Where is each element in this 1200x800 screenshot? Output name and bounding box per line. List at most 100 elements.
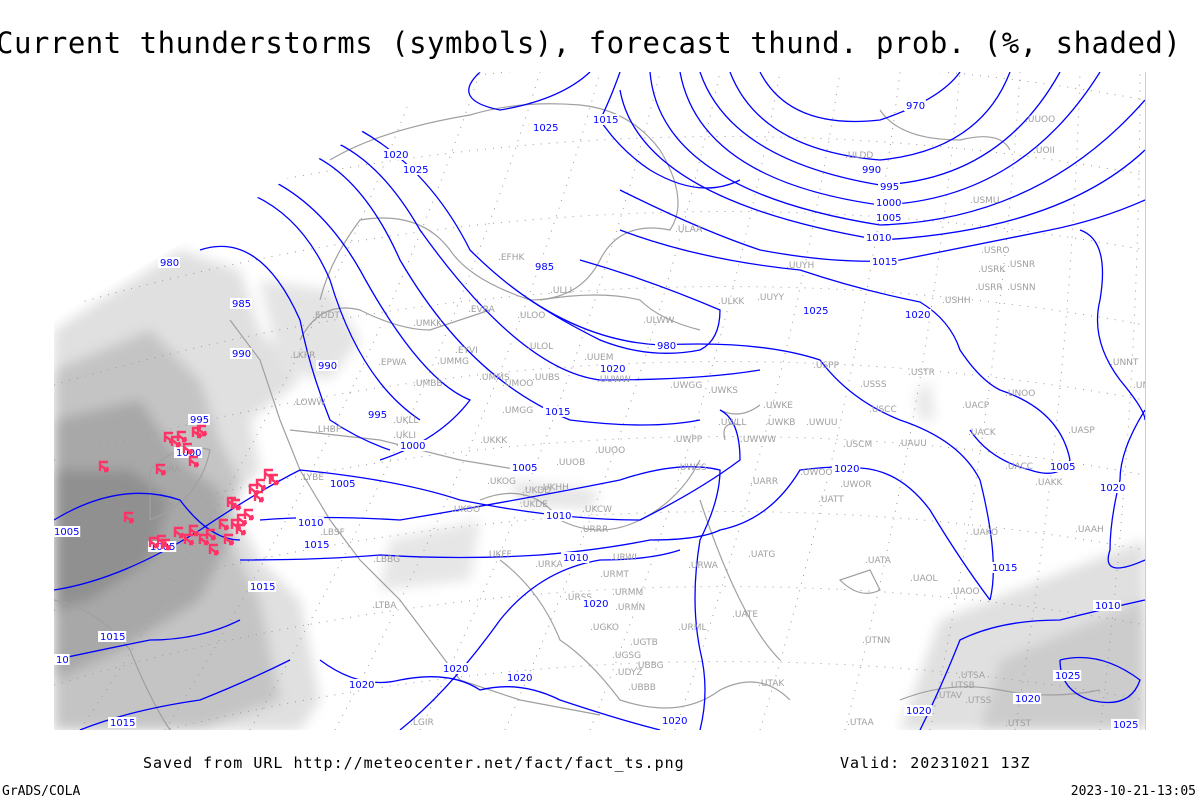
station-label: .UAOO xyxy=(950,587,980,597)
station-label: .UTAV xyxy=(936,691,963,701)
isobar-label-bg xyxy=(581,598,610,609)
thunderstorm-symbol xyxy=(235,523,247,536)
station-label: .URRR xyxy=(580,525,608,535)
station-label: .EPWA xyxy=(378,358,407,368)
station-label: .ULDD xyxy=(845,151,873,161)
station-label: .EDDT xyxy=(312,311,340,321)
isobar-label: 1005 xyxy=(512,463,537,474)
isobar-label-bg xyxy=(904,100,926,111)
isobar-label-bg xyxy=(505,672,534,683)
isobar-label-bg xyxy=(591,114,620,125)
station-label: .URKA xyxy=(535,560,563,570)
station-label: .LBBG xyxy=(373,555,400,565)
isobar-label: 1000 xyxy=(876,198,901,209)
station-label: .UMOO xyxy=(502,379,533,389)
isobar-label: 995 xyxy=(368,410,387,421)
station-label: .UNOO xyxy=(1005,389,1035,399)
station-label: .USRK xyxy=(978,265,1006,275)
station-label: .UMGG xyxy=(502,406,533,416)
station-label: .USTR xyxy=(908,368,935,378)
station-label: .LYBE xyxy=(300,473,324,483)
isobar-label: 1015 xyxy=(110,718,135,729)
isobar-label: 990 xyxy=(862,165,881,176)
thunderstorm-symbols xyxy=(98,424,280,556)
thunderstorm-symbol xyxy=(198,533,210,546)
isobar-label-bg xyxy=(296,517,325,528)
isobar-label: 1020 xyxy=(583,599,608,610)
station-label: .UACP xyxy=(962,401,990,411)
map-title: Current thunderstorms (symbols), forecas… xyxy=(0,26,1182,60)
station-label: .USRO xyxy=(981,246,1010,256)
isobar-label: 1020 xyxy=(383,150,408,161)
station-label: .LOWW xyxy=(293,398,326,408)
thunderstorm-symbol xyxy=(205,528,217,541)
isobar-label: 1015 xyxy=(872,257,897,268)
thunderstorm-symbol xyxy=(98,460,110,473)
station-label: .UUYH xyxy=(786,261,814,271)
station-label: .USNR xyxy=(1007,260,1035,270)
isobar-label-bg xyxy=(874,212,903,223)
station-label: .UBBG xyxy=(635,661,664,671)
generated-timestamp: 2023-10-21-13:05 xyxy=(1070,784,1196,799)
isobar-label: 970 xyxy=(906,101,925,112)
isobar-label: 995 xyxy=(880,182,899,193)
thunderstorm-symbol xyxy=(255,478,267,491)
isobar-label: 1020 xyxy=(507,673,532,684)
station-label: .UWKB xyxy=(765,418,795,428)
isobar-label: 990 xyxy=(318,361,337,372)
isobar-label: 1025 xyxy=(403,165,428,176)
isobar-label-bg xyxy=(874,197,903,208)
station-label: .ULKK xyxy=(718,297,745,307)
isobar-label: 1025 xyxy=(1055,671,1080,682)
station-label: .UAKO xyxy=(970,528,998,538)
meridian-line xyxy=(419,72,661,730)
station-label: .ULOL xyxy=(527,342,553,352)
station-label: .USPP xyxy=(813,361,840,371)
station-label: .UMBB xyxy=(413,379,443,389)
station-label: .UWOO xyxy=(800,468,833,478)
isobar-label: 1025 xyxy=(1113,720,1138,731)
thunderstorm-symbol xyxy=(196,424,208,437)
isobar-label: 1010 xyxy=(1095,601,1120,612)
thunderstorm-symbol xyxy=(208,543,220,556)
isobar-label-bg xyxy=(54,654,70,665)
thunderstorm-symbol xyxy=(182,442,194,455)
station-label: .UTAK xyxy=(758,679,785,689)
meridian-line xyxy=(164,72,481,730)
isobar-label-bg xyxy=(832,463,861,474)
isobar-label-bg xyxy=(1013,693,1042,704)
isobar-label-bg xyxy=(230,348,252,359)
station-label: .UGSG xyxy=(612,651,641,661)
isobar-label-bg xyxy=(230,298,252,309)
isobar-label-bg xyxy=(904,705,933,716)
isobar-label-bg xyxy=(878,181,900,192)
station-label: .UGKO xyxy=(590,623,619,633)
isobar-label-bg xyxy=(401,164,430,175)
station-label: .UACK xyxy=(968,428,997,438)
station-label: .URML xyxy=(678,623,706,633)
station-label: .UUOB xyxy=(556,458,585,468)
isobar-label-bg xyxy=(398,440,427,451)
station-label: .USSS xyxy=(860,380,887,390)
isobar-label: 1025 xyxy=(803,306,828,317)
station-label: .UMMG xyxy=(437,357,469,367)
isobar-label-bg xyxy=(98,631,127,642)
parallel-line xyxy=(54,136,1145,236)
isobar-label: 1025 xyxy=(533,123,558,134)
isobar-label: 1010 xyxy=(866,233,891,244)
station-label: .URWA xyxy=(688,561,719,571)
station-label: .USRR xyxy=(975,283,1003,293)
station-label: .URMM xyxy=(612,588,643,598)
station-label: .UKOO xyxy=(451,505,480,515)
station-label: .UAAH xyxy=(1075,525,1104,535)
thunderstorm-symbol xyxy=(236,513,248,526)
isobar-label: 985 xyxy=(232,299,251,310)
isobar-label-bg xyxy=(543,406,572,417)
station-label: .UATA xyxy=(865,556,892,566)
thunderstorm-symbol xyxy=(170,435,182,448)
isobar-label-bg xyxy=(533,261,555,272)
isobar-label: 995 xyxy=(190,415,209,426)
station-label: .UWGG xyxy=(670,381,702,391)
station-label: .UASP xyxy=(1068,426,1095,436)
